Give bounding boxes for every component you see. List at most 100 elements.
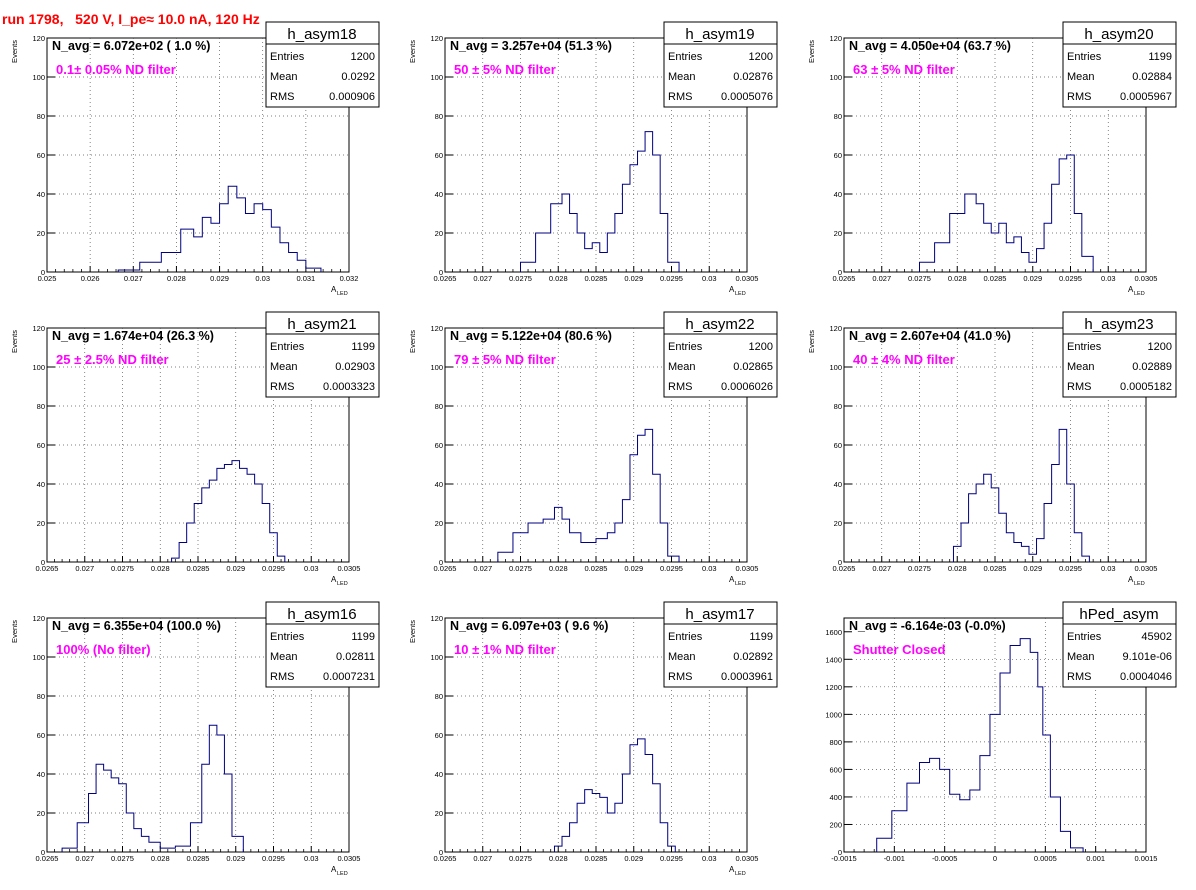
y-tick-label: 20 bbox=[834, 519, 842, 528]
y-tick-label: 0 bbox=[439, 558, 443, 567]
histogram-title: hPed_asym bbox=[1079, 606, 1158, 623]
x-tick-label: 0.028 bbox=[151, 564, 170, 573]
x-tick-label: 0.0285 bbox=[585, 854, 608, 863]
stat-value-entries: 1199 bbox=[351, 341, 375, 353]
x-tick-label: 0.027 bbox=[872, 564, 891, 573]
y-tick-label: 0 bbox=[439, 848, 443, 857]
y-tick-label: 40 bbox=[834, 190, 842, 199]
y-axis-label: Events bbox=[807, 330, 816, 353]
x-tick-label: 0.029 bbox=[624, 274, 643, 283]
histogram-title: h_asym17 bbox=[685, 606, 754, 623]
y-tick-label: 60 bbox=[435, 731, 443, 740]
y-tick-label: 20 bbox=[37, 229, 45, 238]
stat-value-mean: 0.0292 bbox=[341, 71, 375, 83]
x-axis-label-sub: LED bbox=[1134, 291, 1145, 297]
x-tick-label: 0.0285 bbox=[984, 274, 1007, 283]
y-tick-label: 60 bbox=[834, 441, 842, 450]
y-tick-label: 60 bbox=[37, 151, 45, 160]
x-tick-label: 0.0275 bbox=[908, 564, 931, 573]
x-tick-label: 0.0295 bbox=[262, 854, 285, 863]
stat-label-entries: Entries bbox=[270, 341, 305, 353]
y-tick-label: 200 bbox=[829, 820, 842, 829]
filter-label: 50 ± 5% ND filter bbox=[454, 62, 556, 77]
stat-label-entries: Entries bbox=[668, 631, 703, 643]
y-axis-label: Events bbox=[807, 40, 816, 63]
y-tick-label: 80 bbox=[435, 112, 443, 121]
stat-label-entries: Entries bbox=[668, 341, 703, 353]
y-tick-label: 80 bbox=[435, 402, 443, 411]
x-tick-label: 0.027 bbox=[124, 274, 143, 283]
x-tick-label: 0.029 bbox=[624, 564, 643, 573]
x-tick-label: 0.028 bbox=[167, 274, 186, 283]
y-tick-label: 0 bbox=[838, 558, 842, 567]
stat-value-mean: 0.02889 bbox=[1132, 361, 1172, 373]
y-tick-label: 80 bbox=[37, 692, 45, 701]
stat-value-rms: 0.0005076 bbox=[721, 91, 773, 103]
stat-value-rms: 0.0003961 bbox=[721, 671, 773, 683]
y-tick-label: 40 bbox=[37, 770, 45, 779]
stat-label-mean: Mean bbox=[668, 361, 696, 373]
x-tick-label: 0 bbox=[993, 854, 997, 863]
stat-value-rms: 0.0005967 bbox=[1120, 91, 1172, 103]
x-tick-label: 0.0265 bbox=[36, 564, 59, 573]
y-axis-label: Events bbox=[10, 620, 19, 643]
stat-value-entries: 1200 bbox=[1148, 341, 1172, 353]
filter-label: 10 ± 1% ND filter bbox=[454, 642, 556, 657]
navg-label: N_avg = 2.607e+04 (41.0 %) bbox=[849, 329, 1011, 343]
stat-label-mean: Mean bbox=[270, 71, 298, 83]
stat-label-rms: RMS bbox=[1067, 381, 1091, 393]
x-tick-label: 0.0285 bbox=[585, 564, 608, 573]
x-tick-label: 0.0295 bbox=[660, 274, 683, 283]
x-tick-label: 0.029 bbox=[226, 564, 245, 573]
x-tick-label: 0.0305 bbox=[338, 854, 361, 863]
y-tick-label: 80 bbox=[37, 112, 45, 121]
stat-label-mean: Mean bbox=[1067, 71, 1095, 83]
y-tick-label: 100 bbox=[32, 653, 45, 662]
stat-label-mean: Mean bbox=[1067, 651, 1095, 663]
x-tick-label: 0.0265 bbox=[434, 274, 457, 283]
stat-value-rms: 0.000906 bbox=[329, 91, 375, 103]
filter-label: Shutter Closed bbox=[853, 642, 946, 657]
x-tick-label: 0.029 bbox=[1023, 274, 1042, 283]
navg-label: N_avg = 5.122e+04 (80.6 %) bbox=[450, 329, 612, 343]
histogram-title: h_asym23 bbox=[1084, 316, 1153, 333]
stat-label-rms: RMS bbox=[270, 91, 294, 103]
x-tick-label: 0.028 bbox=[549, 564, 568, 573]
x-axis-label-sub: LED bbox=[735, 291, 746, 297]
x-tick-label: -0.001 bbox=[884, 854, 905, 863]
x-axis-label-sub: LED bbox=[337, 291, 348, 297]
y-tick-label: 120 bbox=[829, 324, 842, 333]
histogram-title: h_asym19 bbox=[685, 26, 754, 43]
x-axis-label-sub: LED bbox=[1134, 581, 1145, 587]
stat-value-mean: 9.101e-06 bbox=[1122, 651, 1172, 663]
x-tick-label: 0.0005 bbox=[1034, 854, 1057, 863]
x-tick-label: 0.0285 bbox=[585, 274, 608, 283]
y-tick-label: 20 bbox=[435, 229, 443, 238]
x-tick-label: 0.03 bbox=[702, 274, 717, 283]
y-tick-label: 1400 bbox=[825, 655, 842, 664]
x-tick-label: 0.0295 bbox=[262, 564, 285, 573]
y-tick-label: 60 bbox=[435, 151, 443, 160]
x-tick-label: 0.027 bbox=[75, 854, 94, 863]
x-tick-label: 0.029 bbox=[1023, 564, 1042, 573]
navg-label: N_avg = 6.097e+03 ( 9.6 %) bbox=[450, 619, 608, 633]
x-tick-label: 0.032 bbox=[340, 274, 359, 283]
y-tick-label: 100 bbox=[829, 73, 842, 82]
filter-label: 25 ± 2.5% ND filter bbox=[56, 352, 169, 367]
x-tick-label: 0.0295 bbox=[1059, 274, 1082, 283]
y-tick-label: 0 bbox=[838, 848, 842, 857]
x-tick-label: 0.0305 bbox=[736, 564, 759, 573]
x-tick-label: 0.0265 bbox=[833, 564, 856, 573]
x-tick-label: 0.0285 bbox=[187, 854, 210, 863]
x-tick-label: 0.03 bbox=[304, 854, 319, 863]
y-axis-label: Events bbox=[408, 620, 417, 643]
stat-label-entries: Entries bbox=[668, 51, 703, 63]
